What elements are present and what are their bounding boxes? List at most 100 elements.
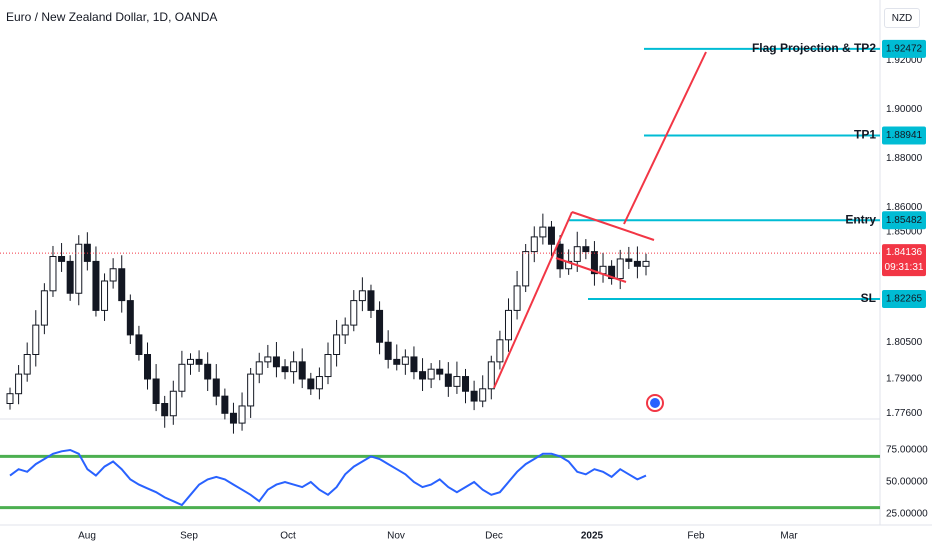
candle-down [281,366,289,373]
candle-down [376,309,384,343]
flag-lower-line [555,257,627,283]
level-value: 1.88941 [886,130,923,141]
candle-up [350,300,358,326]
candle-up [358,290,366,302]
time-tick-label: 2025 [581,531,604,542]
candle-up [479,388,487,402]
chart-title: Euro / New Zealand Dollar, 1D, OANDA [6,10,218,24]
level-name: Entry [845,212,876,226]
candle-up [341,324,349,336]
candle-up [324,354,332,378]
candle-down [118,268,126,302]
projection-line [623,51,707,225]
price-tick-label: 1.86000 [886,202,923,213]
price-tick-label: 1.77600 [886,408,923,419]
candle-up [522,251,530,287]
candle-down [547,226,555,245]
candle-up [23,354,31,375]
candle-down [470,390,478,402]
candle-down [410,356,418,373]
level-value: 1.82265 [886,294,923,305]
candle-up [264,356,272,363]
rsi-series-line [9,448,647,507]
candle-down [212,378,220,397]
flag-upper-line [571,211,655,241]
candle-up [75,243,83,294]
candle-down [556,243,564,270]
candle-down [204,363,212,380]
level-value: 1.85482 [886,215,923,226]
level-badge [882,126,926,145]
candle-down [58,256,66,262]
level-name: Flag Projection & TP2 [752,41,876,55]
candle-down [92,260,100,311]
current-price-badge [882,244,926,277]
candle-down [195,358,203,365]
candle-up [496,339,504,363]
candle-up [573,246,581,262]
candle-up [333,334,341,355]
candle-up [101,280,109,311]
candle-down [307,378,315,390]
candle-up [49,256,57,292]
candle-down [444,373,452,387]
level-badge [882,211,926,230]
price-tick-label: 1.90000 [886,104,923,115]
price-tick-label: 1.79000 [886,374,923,385]
candle-up [290,361,298,373]
candle-down [126,300,134,336]
candle-up [186,358,194,365]
price-tick-label: 1.80500 [886,337,923,348]
candle-up [315,376,323,390]
candle-down [144,354,152,380]
candle-up [109,268,117,282]
candle-down [393,358,401,365]
price-tick-label: 1.88000 [886,153,923,164]
candle-up [616,258,624,280]
candle-down [633,260,641,267]
candle-up [32,324,40,356]
candle-up [642,260,650,267]
flagpole-line [493,211,573,389]
candle-up [487,361,495,390]
candle-up [539,226,547,238]
level-name: SL [861,291,876,305]
rsi-tick-label: 25.00000 [886,509,928,520]
rsi-tick-label: 50.00000 [886,477,928,488]
time-tick-label: Feb [687,531,705,542]
bar-countdown: 09:31:31 [885,262,924,273]
candle-up [169,390,177,417]
candle-down [221,395,229,414]
candle-down [384,341,392,360]
candle-up [530,236,538,253]
time-tick-label: Oct [280,531,296,542]
level-badge [882,290,926,309]
candle-up [504,309,512,341]
candle-up [427,368,435,380]
time-tick-label: Sep [180,531,198,542]
candle-down [66,260,74,294]
candle-down [161,403,169,417]
price-tick-label: 1.85000 [886,227,923,238]
candle-down [419,371,427,380]
indicator-logo-icon-inner [650,398,660,408]
candle-up [238,405,246,424]
currency-button[interactable]: NZD [884,8,920,28]
level-value: 1.92472 [886,44,923,55]
time-tick-label: Aug [78,531,96,542]
candle-down [135,334,143,355]
level-badge [882,39,926,58]
candle-down [152,378,160,404]
candle-down [229,412,237,424]
price-tick-label: 1.92000 [886,55,923,66]
current-price-value: 1.84136 [886,247,923,258]
candle-down [436,368,444,375]
candle-up [40,290,48,326]
level-name: TP1 [854,128,876,142]
time-tick-label: Mar [780,531,798,542]
candle-up [247,373,255,407]
candle-down [367,290,375,311]
candle-down [608,265,616,280]
